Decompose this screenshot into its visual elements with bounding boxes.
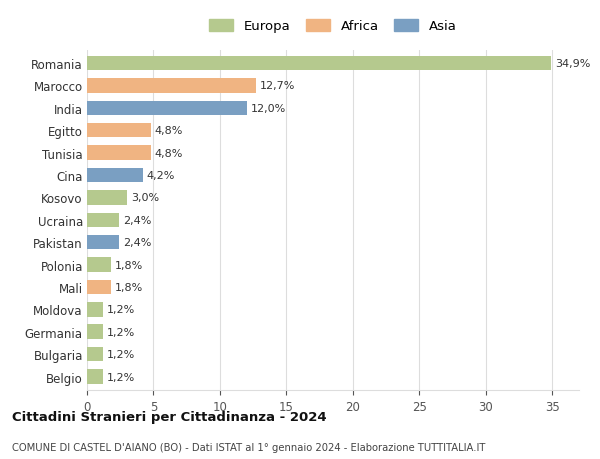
Text: 4,2%: 4,2% xyxy=(147,171,175,181)
Bar xyxy=(87,123,151,138)
Bar xyxy=(87,190,127,205)
Bar xyxy=(87,79,256,94)
Text: 1,2%: 1,2% xyxy=(107,305,135,315)
Bar xyxy=(87,280,111,295)
Text: 4,8%: 4,8% xyxy=(155,126,183,136)
Text: COMUNE DI CASTEL D'AIANO (BO) - Dati ISTAT al 1° gennaio 2024 - Elaborazione TUT: COMUNE DI CASTEL D'AIANO (BO) - Dati IST… xyxy=(12,442,485,452)
Bar xyxy=(87,258,111,272)
Text: 1,8%: 1,8% xyxy=(115,260,143,270)
Text: 12,7%: 12,7% xyxy=(260,81,295,91)
Bar xyxy=(87,325,103,339)
Bar xyxy=(87,369,103,384)
Text: 12,0%: 12,0% xyxy=(251,104,286,113)
Text: 1,2%: 1,2% xyxy=(107,327,135,337)
Legend: Europa, Africa, Asia: Europa, Africa, Asia xyxy=(205,16,461,37)
Bar xyxy=(87,56,551,71)
Text: 4,8%: 4,8% xyxy=(155,148,183,158)
Bar xyxy=(87,347,103,362)
Bar xyxy=(87,168,143,183)
Text: 3,0%: 3,0% xyxy=(131,193,159,203)
Text: 1,2%: 1,2% xyxy=(107,349,135,359)
Bar xyxy=(87,146,151,161)
Bar xyxy=(87,213,119,228)
Text: 1,8%: 1,8% xyxy=(115,282,143,292)
Bar xyxy=(87,302,103,317)
Text: 34,9%: 34,9% xyxy=(555,59,590,69)
Bar xyxy=(87,235,119,250)
Text: 1,2%: 1,2% xyxy=(107,372,135,382)
Text: Cittadini Stranieri per Cittadinanza - 2024: Cittadini Stranieri per Cittadinanza - 2… xyxy=(12,410,326,423)
Text: 2,4%: 2,4% xyxy=(123,238,151,248)
Text: 2,4%: 2,4% xyxy=(123,215,151,225)
Bar xyxy=(87,101,247,116)
